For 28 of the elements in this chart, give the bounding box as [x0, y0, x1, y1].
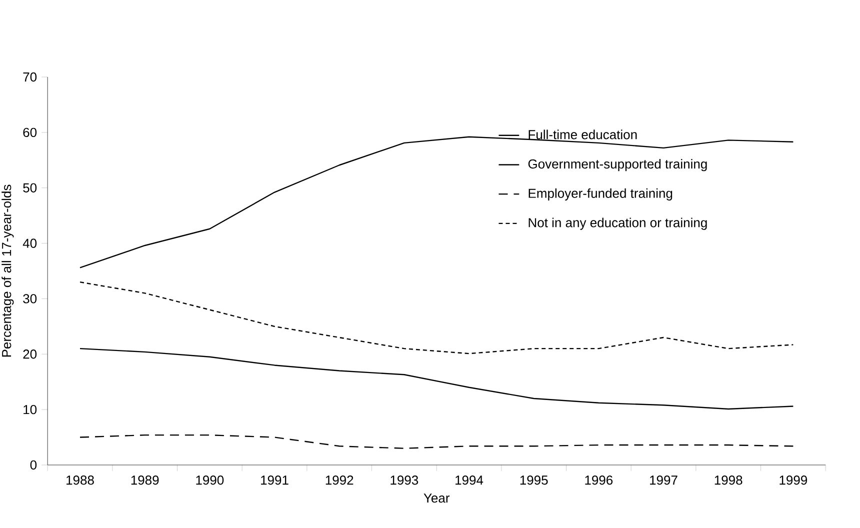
line-series — [79, 348, 794, 410]
legend-label: Government-supported training — [528, 159, 707, 172]
x-tick-label: 1988 — [66, 476, 94, 485]
legend-label: Full-time education — [528, 130, 637, 140]
x-tick-label: 1995 — [520, 476, 548, 485]
x-tick-label: 1991 — [261, 476, 288, 485]
x-tick-label: 1990 — [196, 476, 224, 485]
y-tick-label: 60 — [23, 128, 37, 138]
y-axis-title: Percentage of all 17-year-olds — [2, 184, 14, 357]
y-tick-label: 20 — [23, 350, 37, 359]
y-tick-label: 10 — [24, 404, 37, 414]
x-tick-label: 1989 — [131, 476, 159, 485]
x-tick-label: 1993 — [390, 476, 418, 485]
y-tick-label: 70 — [23, 72, 37, 82]
x-tick-label: 1994 — [456, 476, 484, 485]
x-tick-label: 1992 — [326, 476, 354, 485]
line-series — [79, 281, 794, 354]
legend-label: Not in any education or training — [528, 218, 707, 230]
x-tick-label: 1997 — [650, 476, 678, 485]
y-tick-label: 50 — [23, 183, 37, 192]
x-tick-label: 1999 — [780, 476, 808, 485]
x-axis-title: Year — [424, 494, 450, 503]
x-tick-label: 1998 — [714, 476, 742, 485]
y-tick-label: 0 — [30, 460, 37, 470]
x-tick-label: 1996 — [585, 476, 613, 485]
legend-label: Employer-funded training — [528, 188, 672, 201]
y-tick-label: 40 — [22, 238, 37, 248]
y-tick-label: 30 — [23, 294, 37, 304]
